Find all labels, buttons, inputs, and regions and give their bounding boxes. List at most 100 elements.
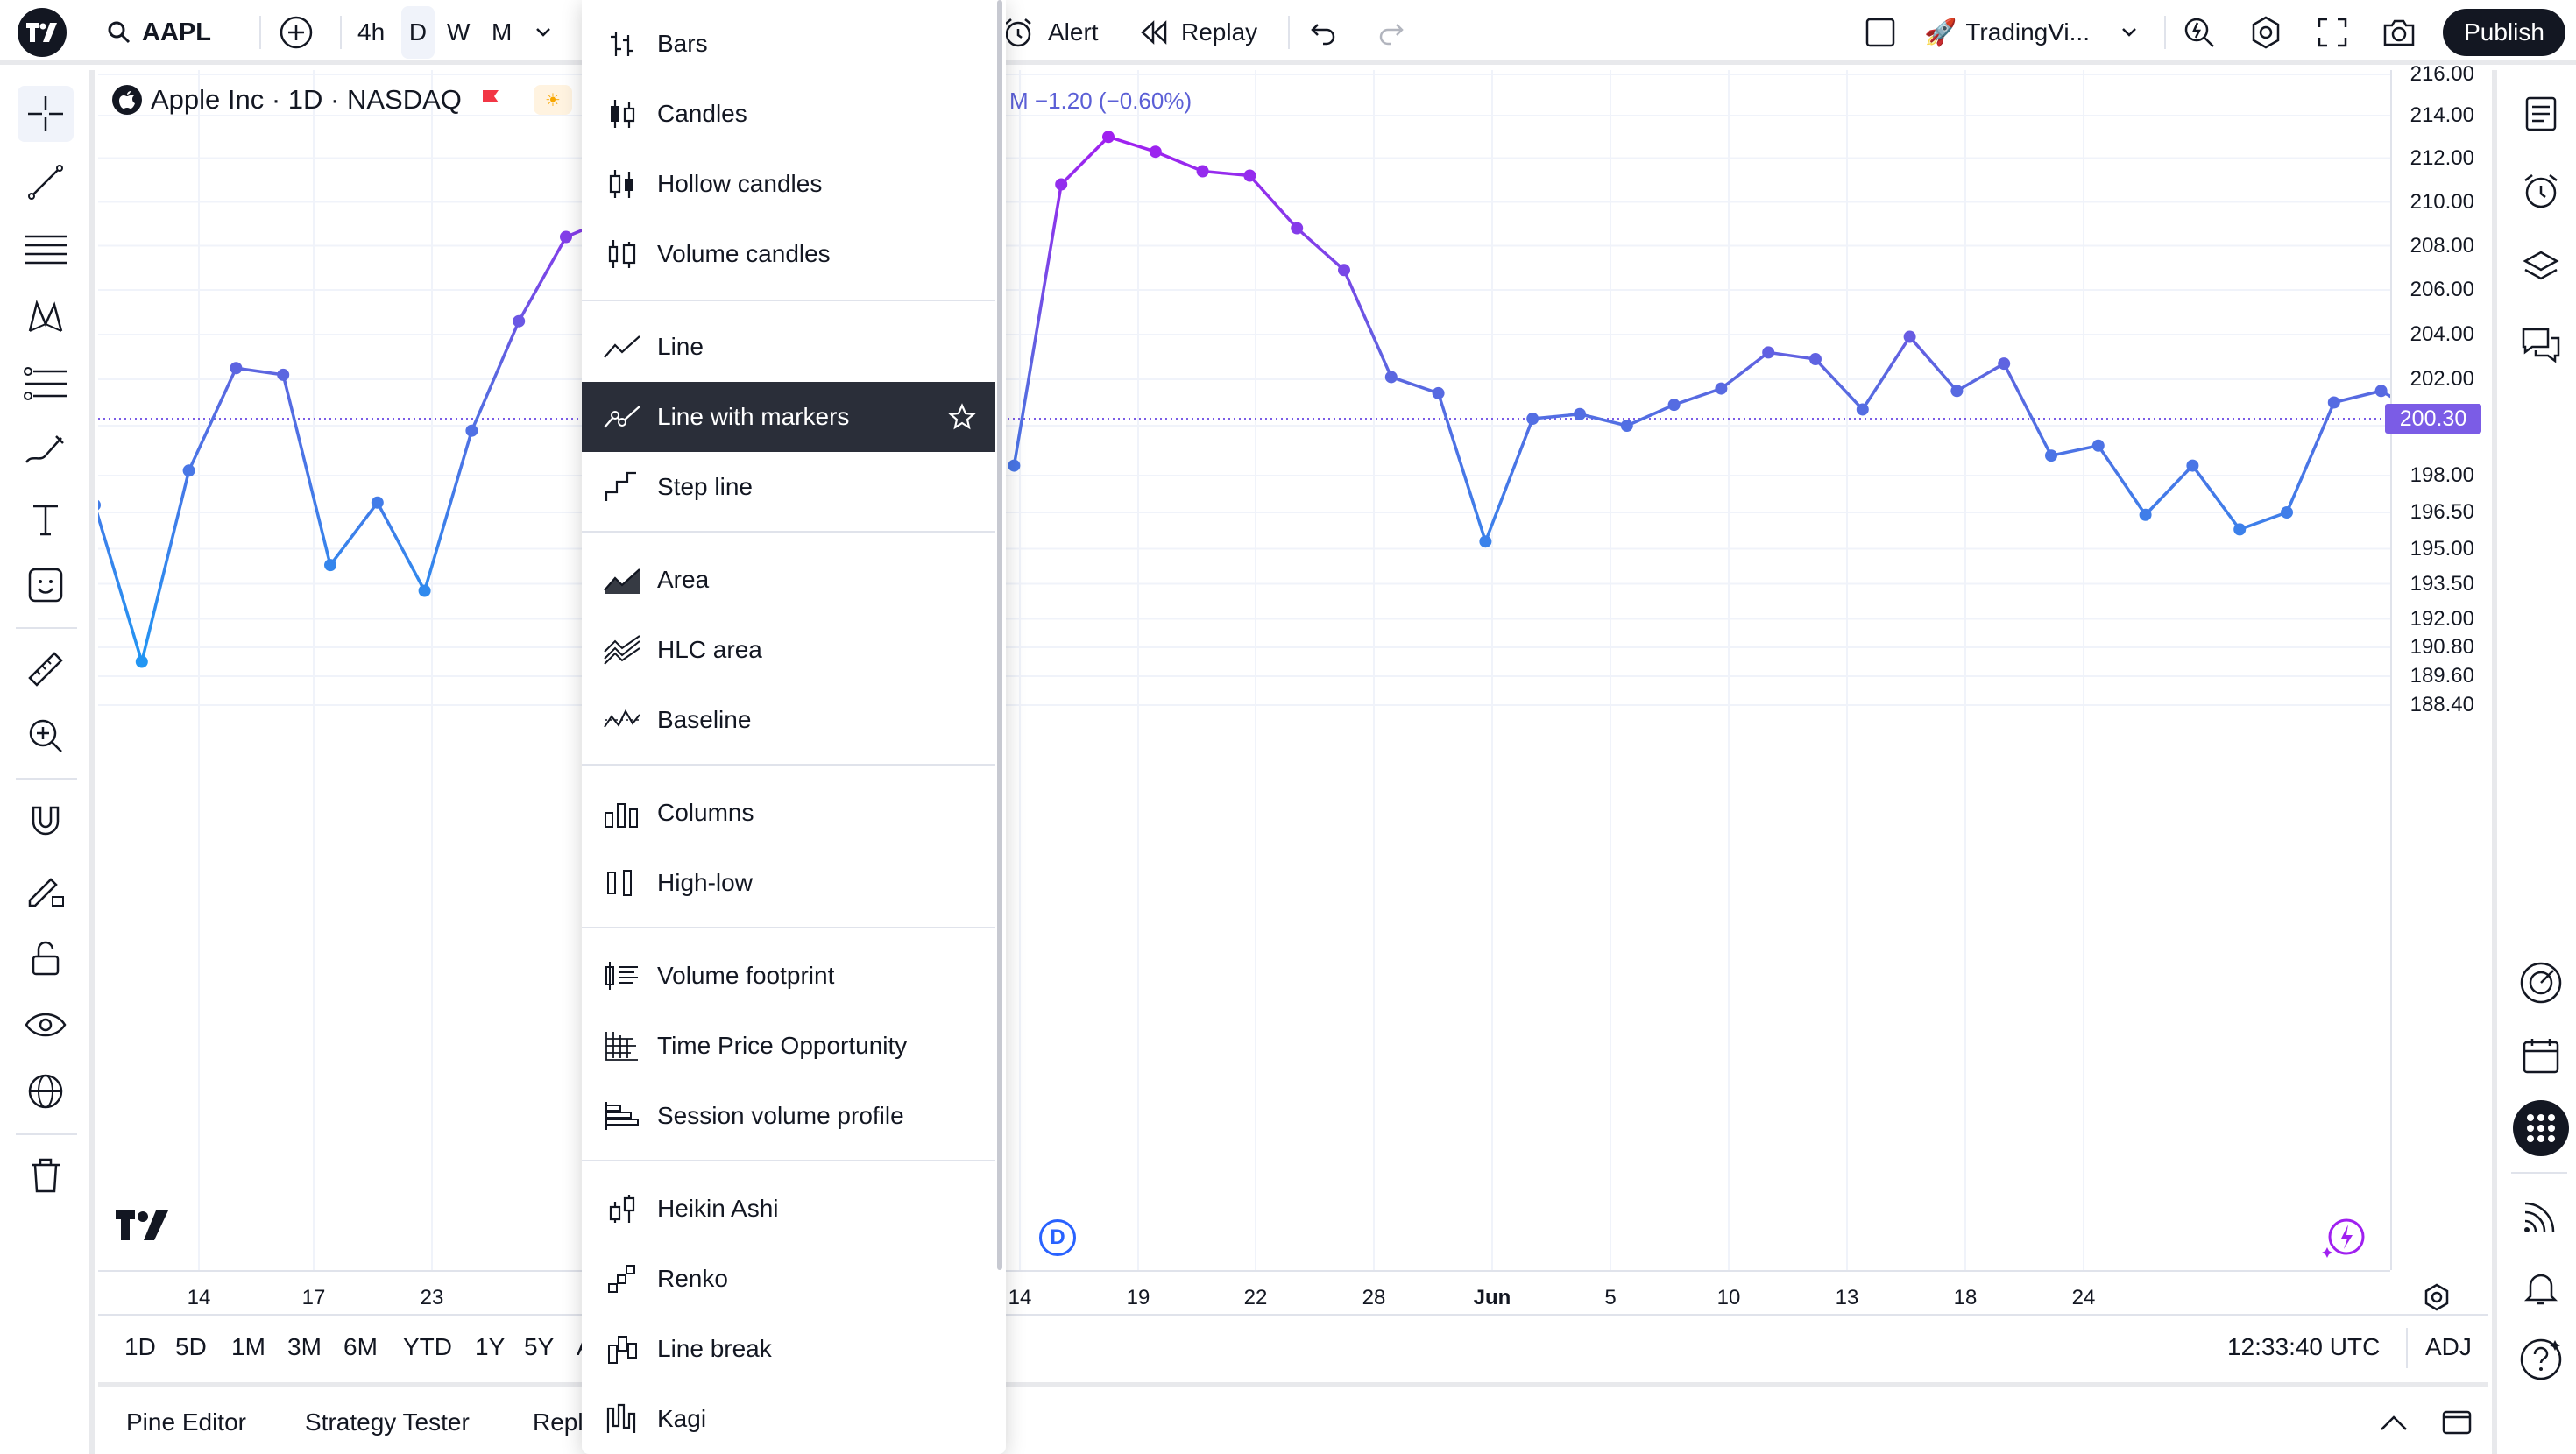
chart-type-line-with-markers[interactable]: Line with markers	[582, 382, 995, 452]
utc-clock[interactable]: 12:33:40 UTC	[2227, 1333, 2381, 1360]
price-scale[interactable]: 216.00 214.00 212.00 210.00 208.00 206.00 204.…	[2390, 62, 2488, 1270]
fib-tool[interactable]	[18, 221, 74, 277]
measure-tool[interactable]	[18, 641, 74, 697]
publish-button[interactable]: Publish	[2443, 9, 2565, 56]
quick-search-button[interactable]	[2182, 0, 2217, 65]
menu-scrollbar[interactable]	[997, 0, 1002, 1270]
tradingview-watermark[interactable]	[116, 1210, 170, 1245]
price-tick-label: 188.40	[2410, 693, 2474, 716]
technicals-button[interactable]	[2513, 955, 2569, 1011]
hide-drawings-tool[interactable]	[18, 997, 74, 1053]
interval-1m[interactable]: M	[492, 18, 513, 46]
keep-drawing-tool[interactable]	[18, 862, 74, 918]
replay-button[interactable]: Replay	[1139, 0, 1257, 65]
chart-type-hollow-candles[interactable]: Hollow candles	[582, 149, 995, 219]
fib-retracement-icon	[25, 235, 67, 265]
chart-type-candles[interactable]: Candles	[582, 79, 995, 149]
chart-type-session-volume-profile[interactable]: Session volume profile	[582, 1081, 995, 1151]
redo-button[interactable]	[1376, 0, 1405, 65]
symbol-search-button[interactable]: AAPL	[107, 0, 211, 65]
alerts-button[interactable]	[2513, 163, 2569, 219]
tradingview-logo[interactable]	[18, 0, 72, 65]
watchlist-button[interactable]	[2513, 86, 2569, 142]
plus-circle-icon	[280, 16, 313, 49]
range-5y[interactable]: 5Y	[524, 1333, 555, 1360]
range-6m[interactable]: 6M	[343, 1333, 378, 1360]
chart-type-line[interactable]: Line	[582, 312, 995, 382]
flag-icon[interactable]	[481, 88, 500, 111]
interval-4h[interactable]: 4h	[357, 18, 386, 46]
chart-type-baseline[interactable]: Baseline	[582, 685, 995, 755]
help-button[interactable]	[2513, 1331, 2569, 1387]
chart-type-kagi[interactable]: Kagi	[582, 1384, 995, 1454]
range-5d[interactable]: 5D	[175, 1333, 207, 1360]
chart-type-volume-footprint[interactable]: Volume footprint	[582, 941, 995, 1011]
select-layout-button[interactable]	[1865, 0, 1896, 65]
notifications-button[interactable]	[2513, 1260, 2569, 1316]
chart-type-high-low[interactable]: High-low	[582, 848, 995, 918]
interval-1w[interactable]: W	[447, 18, 471, 46]
price-line-series[interactable]	[1012, 135, 2390, 543]
tab-strategy-tester[interactable]: Strategy Tester	[305, 1408, 470, 1436]
adjust-data-toggle[interactable]: ADJ	[2425, 1333, 2472, 1360]
compare-symbol-button[interactable]	[279, 0, 314, 65]
time-scale[interactable]: 141723914192228Jun510131824	[98, 1270, 2390, 1323]
chats-button[interactable]	[2513, 317, 2569, 373]
chart-type-columns[interactable]: Columns	[582, 778, 995, 848]
fullscreen-button[interactable]	[2317, 0, 2348, 65]
brush-tool[interactable]	[18, 424, 74, 480]
alert-button[interactable]: Alert	[1001, 0, 1099, 65]
dividend-marker[interactable]: D	[1039, 1219, 1076, 1256]
trend-line-tool[interactable]	[18, 154, 74, 210]
chart-type-heikin-ashi[interactable]: Heikin Ashi	[582, 1174, 995, 1244]
chart-type-step-line[interactable]: Step line	[582, 452, 995, 522]
price-chart[interactable]	[98, 70, 2390, 1270]
interval-1d[interactable]: D	[401, 6, 435, 59]
chart-type-volume-candles[interactable]: Volume candles	[582, 219, 995, 289]
chart-type-tpo[interactable]: Time Price Opportunity	[582, 1011, 995, 1081]
price-line-series[interactable]	[98, 215, 614, 664]
snapshot-button[interactable]	[2381, 0, 2417, 65]
chart-type-line-break[interactable]: Line break	[582, 1314, 995, 1384]
emoji-tool[interactable]	[18, 557, 74, 613]
chart-type-bars[interactable]: Bars	[582, 9, 995, 79]
zoom-tool[interactable]	[18, 708, 74, 764]
settings-button[interactable]	[2248, 0, 2283, 65]
tab-pine-editor[interactable]: Pine Editor	[126, 1408, 246, 1436]
chart-type-hlc-area[interactable]: HLC area	[582, 615, 995, 685]
chart-type-renko[interactable]: Renko	[582, 1244, 995, 1314]
layout-menu-button[interactable]: 🚀 TradingVi...	[1924, 0, 2090, 65]
collapse-panel-button[interactable]	[2376, 1407, 2411, 1443]
global-drawings-tool[interactable]	[18, 1063, 74, 1119]
lock-drawings-tool[interactable]	[18, 930, 74, 986]
range-ytd[interactable]: YTD	[403, 1333, 452, 1360]
object-tree-button[interactable]	[2513, 240, 2569, 296]
interval-dropdown-button[interactable]	[534, 0, 552, 65]
flash-marker[interactable]	[2322, 1218, 2367, 1262]
products-button[interactable]	[2513, 1100, 2569, 1156]
pattern-tool[interactable]	[18, 289, 74, 345]
data-point-marker	[2281, 506, 2293, 519]
calendar-button[interactable]	[2513, 1028, 2569, 1084]
star-icon[interactable]	[948, 403, 976, 431]
symbol-title[interactable]: Apple Inc · 1D · NASDAQ	[151, 84, 462, 115]
maximize-panel-button[interactable]	[2439, 1407, 2474, 1443]
range-1d[interactable]: 1D	[124, 1333, 156, 1360]
data-point-marker	[418, 584, 431, 597]
remove-drawings-tool[interactable]	[18, 1147, 74, 1203]
undo-button[interactable]	[1309, 0, 1339, 65]
prediction-tool[interactable]	[18, 356, 74, 412]
layout-dropdown-button[interactable]	[2120, 0, 2138, 65]
range-3m[interactable]: 3M	[287, 1333, 322, 1360]
range-1y[interactable]: 1Y	[475, 1333, 506, 1360]
chart-type-area[interactable]: Area	[582, 545, 995, 615]
crosshair-tool[interactable]	[18, 86, 74, 142]
bottom-panel: Pine Editor Strategy Tester Replay Tradi…	[98, 1382, 2488, 1454]
chart-pane[interactable]: Apple Inc · 1D · NASDAQ ☀ M −1.20 (−0.60…	[98, 62, 2488, 1375]
scale-settings-button[interactable]	[2422, 1282, 2452, 1316]
market-status-icon[interactable]: ☀	[533, 85, 572, 115]
text-tool[interactable]	[18, 492, 74, 548]
streams-button[interactable]	[2513, 1188, 2569, 1244]
range-1m[interactable]: 1M	[231, 1333, 265, 1360]
magnet-tool[interactable]	[18, 794, 74, 850]
